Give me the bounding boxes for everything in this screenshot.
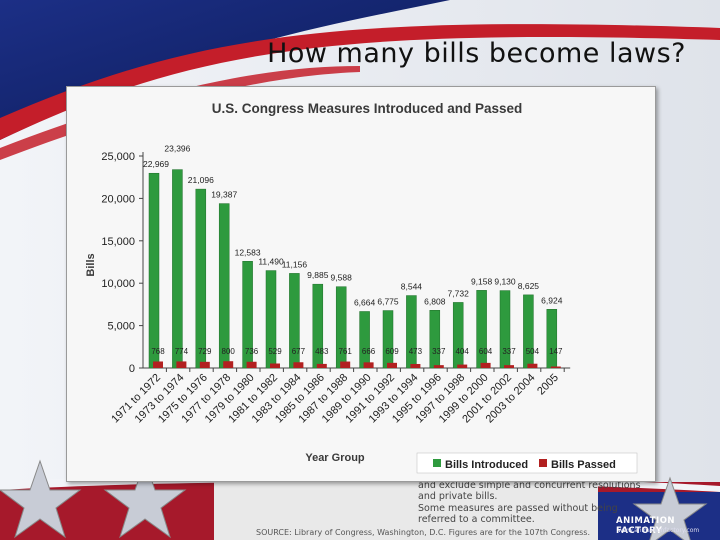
note-box: and exclude simple and concurrent resolu…	[214, 480, 641, 540]
data-label-passed: 529	[268, 347, 282, 356]
data-label-introduced: 9,588	[331, 273, 353, 283]
y-tick-label: 5,000	[107, 321, 135, 333]
bar-bills-passed	[270, 363, 280, 368]
bar-bills-introduced	[406, 295, 417, 369]
data-label-introduced: 23,396	[164, 144, 190, 154]
bar-bills-introduced	[172, 169, 183, 369]
bar-bills-passed	[316, 363, 327, 368]
data-label-passed: 774	[175, 347, 189, 356]
bar-bills-passed	[410, 363, 421, 368]
data-label-introduced: 9,158	[471, 276, 493, 286]
data-label-introduced: 8,544	[401, 282, 423, 292]
bar-bills-passed	[504, 365, 514, 368]
note-line: and private bills.	[418, 491, 498, 502]
data-label-passed: 337	[432, 347, 446, 356]
bar-bills-introduced	[429, 310, 441, 369]
x-tick-label: 2005	[535, 372, 561, 398]
data-label-passed: 604	[479, 347, 493, 356]
stars-decoration	[0, 459, 187, 539]
data-label-introduced: 19,387	[211, 190, 237, 200]
y-tick-label: 10,000	[101, 278, 135, 290]
bar-bills-passed	[176, 361, 187, 368]
bar-bills-passed	[199, 361, 210, 368]
bar-bills-introduced	[452, 302, 464, 369]
bar-chart: U.S. Congress Measures Introduced and Pa…	[85, 101, 638, 474]
brand-name: ANIMATION FACTORY	[616, 516, 676, 536]
data-label-passed: 736	[245, 347, 259, 356]
y-tick-label: 0	[129, 363, 135, 375]
legend: Bills Introduced Bills Passed	[416, 452, 638, 474]
data-label-introduced: 21,096	[188, 175, 214, 185]
data-label-introduced: 6,924	[541, 295, 563, 305]
data-label-passed: 666	[362, 347, 376, 356]
legend-label-introduced: Bills Introduced	[445, 459, 528, 471]
bar-bills-passed	[457, 364, 468, 368]
bar-bills-introduced	[523, 294, 534, 369]
data-label-introduced: 12,583	[235, 247, 261, 257]
star-icon	[0, 459, 82, 539]
data-label-passed: 677	[292, 347, 306, 356]
data-label-passed: 800	[222, 347, 236, 356]
legend-box	[416, 452, 638, 474]
data-label-introduced: 7,732	[448, 288, 470, 298]
data-label-passed: 504	[526, 347, 540, 356]
y-tick-label: 15,000	[101, 236, 135, 248]
data-label-introduced: 11,156	[282, 259, 308, 269]
bar-bills-introduced	[195, 188, 207, 369]
star-icon	[632, 476, 708, 540]
note-line: referred to a committee.	[418, 514, 535, 525]
bar-bills-passed	[340, 361, 351, 368]
legend-swatch-passed	[539, 459, 547, 467]
bar-bills-passed	[153, 361, 163, 368]
data-label-passed: 761	[339, 347, 353, 356]
bar-bills-introduced	[499, 290, 511, 369]
data-label-introduced: 6,808	[424, 296, 446, 306]
data-label-introduced: 11,490	[258, 257, 284, 267]
data-label-introduced: 6,664	[354, 297, 376, 307]
data-label-passed: 609	[385, 347, 399, 356]
brand-url: www.animationfactory.com	[618, 527, 700, 534]
chart-panel: U.S. Congress Measures Introduced and Pa…	[66, 86, 656, 482]
chart-title: U.S. Congress Measures Introduced and Pa…	[212, 101, 523, 116]
bar-bills-introduced	[218, 203, 230, 369]
legend-swatch-introduced	[433, 459, 441, 467]
data-label-passed: 473	[409, 347, 423, 356]
bar-bills-passed	[363, 362, 374, 368]
data-label-passed: 404	[456, 347, 470, 356]
bar-bills-passed	[223, 361, 234, 368]
note-line: and exclude simple and concurrent resolu…	[418, 480, 641, 491]
bar-bills-passed	[246, 361, 257, 368]
y-tick-label: 20,000	[101, 193, 135, 205]
star-icon	[103, 459, 187, 539]
legend-label-passed: Bills Passed	[551, 459, 616, 471]
data-label-passed: 483	[315, 347, 329, 356]
data-label-introduced: 8,625	[518, 281, 540, 291]
data-label-passed: 729	[198, 347, 212, 356]
bar-bills-passed	[293, 362, 304, 368]
bar-bills-passed	[480, 362, 491, 368]
data-label-passed: 337	[502, 347, 516, 356]
bar-bills-introduced	[546, 309, 558, 369]
data-label-passed: 768	[151, 347, 165, 356]
data-label-introduced: 6,775	[377, 297, 399, 307]
bar-bills-introduced	[148, 172, 160, 369]
bar-bills-passed	[433, 365, 444, 368]
slide-title: How many bills become laws?	[267, 38, 686, 69]
data-label-introduced: 9,130	[494, 277, 516, 287]
bar-bills-passed	[387, 362, 397, 368]
bar-bills-introduced	[476, 290, 487, 369]
bar-bills-introduced	[359, 311, 370, 369]
data-label-passed: 147	[549, 347, 563, 356]
x-axis-label: Year Group	[305, 452, 365, 464]
data-label-introduced: 9,885	[307, 270, 329, 280]
bar-bills-passed	[550, 366, 561, 368]
y-axis-label: Bills	[85, 253, 97, 276]
data-label-introduced: 22,969	[143, 159, 169, 169]
bar-bills-passed	[527, 363, 538, 368]
source-note: SOURCE: Library of Congress, Washington,…	[256, 528, 590, 537]
note-line: Some measures are passed without being	[418, 503, 618, 514]
bar-bills-introduced	[382, 310, 394, 369]
y-tick-label: 25,000	[101, 151, 135, 163]
